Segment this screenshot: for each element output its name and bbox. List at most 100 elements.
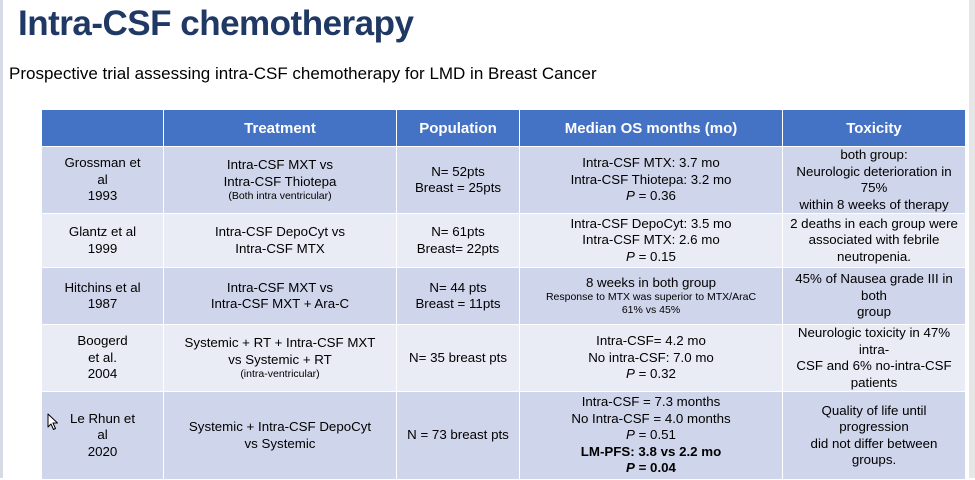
cell-population: N = 73 breast pts xyxy=(396,391,520,480)
os-line: Intra-CSF Thiotepa: 3.2 mo xyxy=(570,171,732,187)
toxicity-line: associated with febrile xyxy=(808,232,940,248)
treatment-line: vs Systemic + RT xyxy=(228,351,332,367)
study-line: 1987 xyxy=(87,296,118,311)
os-line: No Intra-CSF = 4.0 months xyxy=(571,410,731,426)
cell-population: N= 52pts Breast = 25pts xyxy=(396,146,520,214)
cell-treatment: Intra-CSF DepoCyt vs Intra-CSF MTX xyxy=(163,213,397,268)
treatment-line: Intra-CSF MXT vs xyxy=(226,279,334,295)
lm-pfs-line: LM-PFS: 3.8 vs 2.2 mo xyxy=(580,443,722,459)
os-p-value: P = 0.51 xyxy=(524,427,778,444)
cell-population: N= 35 breast pts xyxy=(396,324,520,392)
os-line: Intra-CSF = 7.3 months xyxy=(581,394,721,410)
toxicity-line: group xyxy=(856,304,891,320)
study-line: al xyxy=(97,171,108,187)
study-line: Hitchins et al xyxy=(64,279,141,295)
population-line: N= 61pts xyxy=(431,224,485,239)
population-line: N= 52pts xyxy=(431,163,485,179)
study-line: 2004 xyxy=(87,366,118,382)
cell-median-os: Intra-CSF = 7.3 months No Intra-CSF = 4.… xyxy=(519,391,783,480)
table-row-glantz: Glantz et al 1999 Intra-CSF DepoCyt vs I… xyxy=(41,213,966,268)
toxicity-line: CSF and 6% no-intra-CSF xyxy=(796,358,952,373)
slide-title: Intra-CSF chemotherapy xyxy=(18,4,414,43)
cell-study: Glantz et al 1999 xyxy=(41,213,164,268)
p-label: P xyxy=(626,460,635,476)
cell-median-os: Intra-CSF MTX: 3.7 mo Intra-CSF Thiotepa… xyxy=(519,146,783,214)
toxicity-line: Neurologic toxicity in 47% intra- xyxy=(797,325,951,357)
os-p-value: P = 0.36 xyxy=(524,188,778,205)
cell-study: Le Rhun et al 2020 xyxy=(41,391,164,480)
p-number: = 0.51 xyxy=(634,427,676,443)
os-line: 8 weeks in both group xyxy=(585,274,717,290)
slide-left-border xyxy=(0,0,3,478)
cell-population: N= 61pts Breast= 22pts xyxy=(396,213,520,268)
table-row-boogerd: Boogerd et al. 2004 Systemic + RT + Intr… xyxy=(41,324,966,392)
cell-treatment: Intra-CSF MXT vs Intra-CSF MXT + Ara-C xyxy=(163,267,397,325)
cell-toxicity: both group: Neurologic deterioration in … xyxy=(782,146,966,214)
population-line: N= 35 breast pts xyxy=(409,349,507,365)
os-note: 61% vs 45% xyxy=(621,304,681,317)
treatment-note: (Both intra ventricular) xyxy=(228,190,332,202)
cell-median-os: Intra-CSF DepoCyt: 3.5 mo Intra-CSF MTX:… xyxy=(519,213,783,268)
cell-treatment: Intra-CSF MXT vs Intra-CSF Thiotepa (Bot… xyxy=(163,146,397,214)
table-header-row: Treatment Population Median OS months (m… xyxy=(41,109,966,147)
os-line: Intra-CSF MTX: 2.6 mo xyxy=(582,232,720,248)
study-line: al xyxy=(97,427,108,443)
study-line: 1993 xyxy=(87,188,118,204)
header-study xyxy=(41,109,164,147)
mouse-cursor-icon xyxy=(47,413,58,430)
p-label: P xyxy=(626,248,635,264)
treatment-line: Intra-CSF DepoCyt vs xyxy=(214,224,346,239)
population-line: N = 73 breast pts xyxy=(407,427,509,443)
header-median-os: Median OS months (mo) xyxy=(519,109,783,147)
cell-toxicity: 2 deaths in each group were associated w… xyxy=(782,213,966,268)
cell-study: Boogerd et al. 2004 xyxy=(41,324,164,392)
cell-study: Grossman et al 1993 xyxy=(41,146,164,214)
cell-toxicity: Neurologic toxicity in 47% intra- CSF an… xyxy=(782,324,966,392)
cell-study: Hitchins et al 1987 xyxy=(41,267,164,325)
treatment-line: Intra-CSF MXT + Ara-C xyxy=(210,296,350,311)
lm-pfs-p-value: P = 0.04 xyxy=(524,460,778,477)
header-toxicity: Toxicity xyxy=(782,109,966,147)
p-number: = 0.36 xyxy=(634,188,676,204)
toxicity-line: Neurologic deterioration in 75% xyxy=(796,163,952,196)
study-line: 1999 xyxy=(87,240,118,256)
trials-table: Treatment Population Median OS months (m… xyxy=(41,109,966,480)
table-row-grossman: Grossman et al 1993 Intra-CSF MXT vs Int… xyxy=(41,146,966,214)
toxicity-line: within 8 weeks of therapy xyxy=(799,196,949,212)
toxicity-line: neutropenia. xyxy=(837,248,911,264)
p-label: P xyxy=(626,427,635,443)
toxicity-line: 2 deaths in each group were xyxy=(790,215,958,231)
treatment-line: Systemic + Intra-CSF DepoCyt xyxy=(188,419,372,434)
toxicity-line: Quality of life until progression xyxy=(821,402,927,435)
treatment-line: vs Systemic xyxy=(244,435,316,451)
os-p-value: P = 0.15 xyxy=(524,249,778,266)
cell-treatment: Systemic + RT + Intra-CSF MXT vs Systemi… xyxy=(163,324,397,392)
population-line: Breast = 25pts xyxy=(414,180,502,195)
p-label: P xyxy=(626,366,635,382)
toxicity-line: 45% of Nausea grade III in both xyxy=(795,271,953,303)
population-line: Breast = 11pts xyxy=(415,296,501,311)
population-line: Breast= 22pts xyxy=(416,240,500,256)
toxicity-line: patients xyxy=(850,374,898,390)
treatment-line: Intra-CSF MXT vs xyxy=(226,157,334,172)
cell-median-os: 8 weeks in both group Response to MTX wa… xyxy=(519,267,783,325)
p-label: P xyxy=(626,188,635,204)
toxicity-line: both group: xyxy=(840,147,908,162)
p-number: = 0.32 xyxy=(634,366,676,382)
treatment-note: (intra-ventricular) xyxy=(240,368,320,380)
window-right-edge xyxy=(969,0,975,478)
os-line: No intra-CSF: 7.0 mo xyxy=(588,349,714,365)
p-number: = 0.15 xyxy=(634,248,676,264)
cell-median-os: Intra-CSF= 4.2 mo No intra-CSF: 7.0 mo P… xyxy=(519,324,783,392)
table-row-le-rhun: Le Rhun et al 2020 Systemic + Intra-CSF … xyxy=(41,391,966,480)
cell-population: N= 44 pts Breast = 11pts xyxy=(396,267,520,325)
table-row-hitchins: Hitchins et al 1987 Intra-CSF MXT vs Int… xyxy=(41,267,966,325)
cell-treatment: Systemic + Intra-CSF DepoCyt vs Systemic xyxy=(163,391,397,480)
os-line: Intra-CSF MTX: 3.7 mo xyxy=(582,155,720,171)
study-line: et al. xyxy=(88,349,117,365)
study-line: Le Rhun et xyxy=(69,410,136,426)
study-line: Boogerd xyxy=(77,333,128,349)
treatment-line: Intra-CSF MTX xyxy=(235,240,325,256)
study-line: Glantz et al xyxy=(68,224,137,239)
os-line: Intra-CSF DepoCyt: 3.5 mo xyxy=(570,215,732,231)
